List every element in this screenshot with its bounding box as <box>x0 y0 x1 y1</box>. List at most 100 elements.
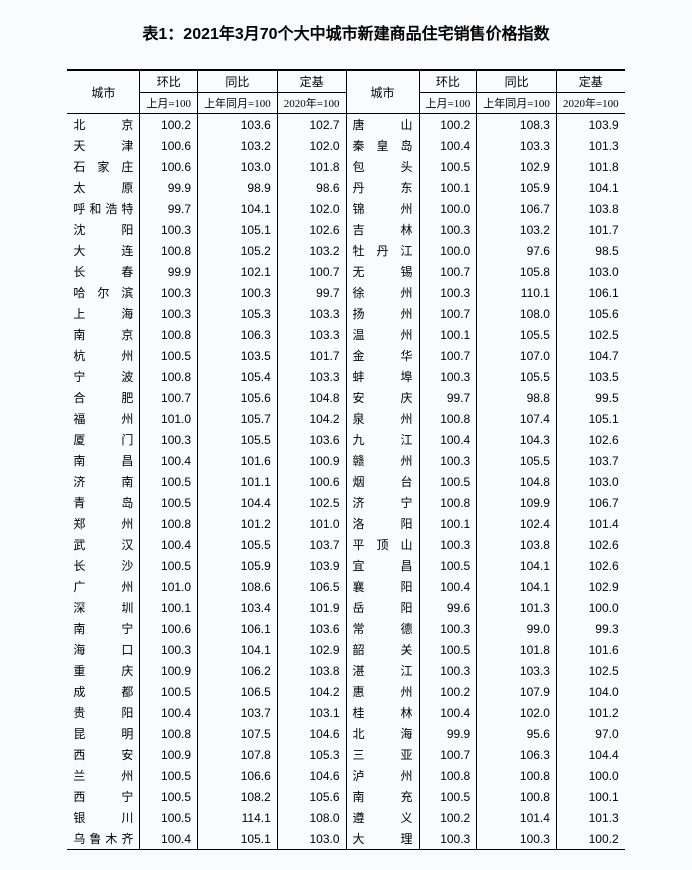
mom-cell: 100.8 <box>419 492 477 513</box>
mom-cell: 101.0 <box>140 408 198 429</box>
base-cell: 103.3 <box>277 366 346 387</box>
yoy-cell: 108.6 <box>198 576 278 597</box>
mom-cell: 100.8 <box>140 366 198 387</box>
yoy-cell: 101.1 <box>198 471 278 492</box>
mom-cell: 100.2 <box>419 807 477 828</box>
mom-cell: 99.9 <box>140 261 198 282</box>
base-cell: 100.0 <box>556 597 624 618</box>
city-cell: 乌鲁木齐 <box>67 828 140 850</box>
base-cell: 103.0 <box>556 261 624 282</box>
yoy-cell: 106.3 <box>198 324 278 345</box>
mom-cell: 100.1 <box>419 177 477 198</box>
yoy-cell: 106.1 <box>198 618 278 639</box>
mom-cell: 100.6 <box>140 618 198 639</box>
base-cell: 98.5 <box>556 240 624 261</box>
mom-cell: 100.3 <box>419 618 477 639</box>
mom-cell: 100.8 <box>419 765 477 786</box>
city-cell: 哈 尔 滨 <box>67 282 140 303</box>
sub-mom-right: 上月=100 <box>419 93 477 114</box>
base-cell: 103.9 <box>277 555 346 576</box>
base-cell: 104.6 <box>277 765 346 786</box>
table-row: 上 海100.3105.3103.3扬 州100.7108.0105.6 <box>67 303 624 324</box>
base-cell: 102.5 <box>277 492 346 513</box>
mom-cell: 100.8 <box>140 324 198 345</box>
yoy-cell: 105.2 <box>198 240 278 261</box>
base-cell: 102.0 <box>277 198 346 219</box>
table-row: 昆 明100.8107.5104.6北 海99.995.697.0 <box>67 723 624 744</box>
yoy-cell: 109.9 <box>477 492 557 513</box>
table-row: 太 原99.998.998.6丹 东100.1105.9104.1 <box>67 177 624 198</box>
city-cell: 北 海 <box>346 723 419 744</box>
mom-cell: 100.5 <box>140 765 198 786</box>
yoy-cell: 102.9 <box>477 156 557 177</box>
city-cell: 天 津 <box>67 135 140 156</box>
base-cell: 104.2 <box>277 408 346 429</box>
base-cell: 100.2 <box>556 828 624 850</box>
base-cell: 105.6 <box>556 303 624 324</box>
header-row-1: 城市 环比 同比 定基 城市 环比 同比 定基 <box>67 70 624 93</box>
city-cell: 成 都 <box>67 681 140 702</box>
mom-cell: 100.9 <box>140 744 198 765</box>
yoy-cell: 103.4 <box>198 597 278 618</box>
city-cell: 重 庆 <box>67 660 140 681</box>
city-cell: 郑 州 <box>67 513 140 534</box>
table-row: 南 昌100.4101.6100.9赣 州100.3105.5103.7 <box>67 450 624 471</box>
city-cell: 南 充 <box>346 786 419 807</box>
base-cell: 103.7 <box>556 450 624 471</box>
city-cell: 平 顶 山 <box>346 534 419 555</box>
table-row: 南 宁100.6106.1103.6常 德100.399.099.3 <box>67 618 624 639</box>
yoy-cell: 101.2 <box>198 513 278 534</box>
yoy-cell: 103.6 <box>198 114 278 136</box>
city-cell: 安 庆 <box>346 387 419 408</box>
yoy-cell: 101.8 <box>477 639 557 660</box>
mom-cell: 100.6 <box>140 156 198 177</box>
table-row: 广 州101.0108.6106.5襄 阳100.4104.1102.9 <box>67 576 624 597</box>
mom-cell: 100.4 <box>419 702 477 723</box>
yoy-cell: 97.6 <box>477 240 557 261</box>
yoy-cell: 100.8 <box>477 765 557 786</box>
yoy-cell: 103.2 <box>198 135 278 156</box>
city-cell: 九 江 <box>346 429 419 450</box>
base-cell: 99.3 <box>556 618 624 639</box>
base-cell: 102.6 <box>556 534 624 555</box>
mom-cell: 100.3 <box>419 282 477 303</box>
base-cell: 100.9 <box>277 450 346 471</box>
base-cell: 103.9 <box>556 114 624 136</box>
base-cell: 103.6 <box>277 618 346 639</box>
city-cell: 遵 义 <box>346 807 419 828</box>
city-cell: 青 岛 <box>67 492 140 513</box>
mom-cell: 99.9 <box>140 177 198 198</box>
city-cell: 吉 林 <box>346 219 419 240</box>
mom-cell: 100.5 <box>140 492 198 513</box>
mom-cell: 100.8 <box>140 513 198 534</box>
yoy-cell: 105.1 <box>198 219 278 240</box>
yoy-cell: 101.6 <box>198 450 278 471</box>
sub-mom-left: 上月=100 <box>140 93 198 114</box>
yoy-cell: 107.4 <box>477 408 557 429</box>
yoy-cell: 106.2 <box>198 660 278 681</box>
mom-cell: 100.5 <box>419 555 477 576</box>
city-cell: 赣 州 <box>346 450 419 471</box>
city-cell: 福 州 <box>67 408 140 429</box>
city-cell: 银 川 <box>67 807 140 828</box>
city-cell: 济 南 <box>67 471 140 492</box>
city-cell: 常 德 <box>346 618 419 639</box>
yoy-cell: 104.1 <box>477 555 557 576</box>
mom-cell: 100.4 <box>419 135 477 156</box>
table-row: 青 岛100.5104.4102.5济 宁100.8109.9106.7 <box>67 492 624 513</box>
mom-cell: 100.4 <box>140 828 198 850</box>
base-cell: 103.2 <box>277 240 346 261</box>
city-cell: 宜 昌 <box>346 555 419 576</box>
city-cell: 兰 州 <box>67 765 140 786</box>
city-cell: 宁 波 <box>67 366 140 387</box>
col-city-left: 城市 <box>67 70 140 114</box>
yoy-cell: 98.8 <box>477 387 557 408</box>
table-row: 乌鲁木齐100.4105.1103.0大 理100.3100.3100.2 <box>67 828 624 850</box>
base-cell: 98.6 <box>277 177 346 198</box>
col-city-right: 城市 <box>346 70 419 114</box>
yoy-cell: 114.1 <box>198 807 278 828</box>
city-cell: 昆 明 <box>67 723 140 744</box>
base-cell: 104.8 <box>277 387 346 408</box>
city-cell: 杭 州 <box>67 345 140 366</box>
base-cell: 103.0 <box>556 471 624 492</box>
